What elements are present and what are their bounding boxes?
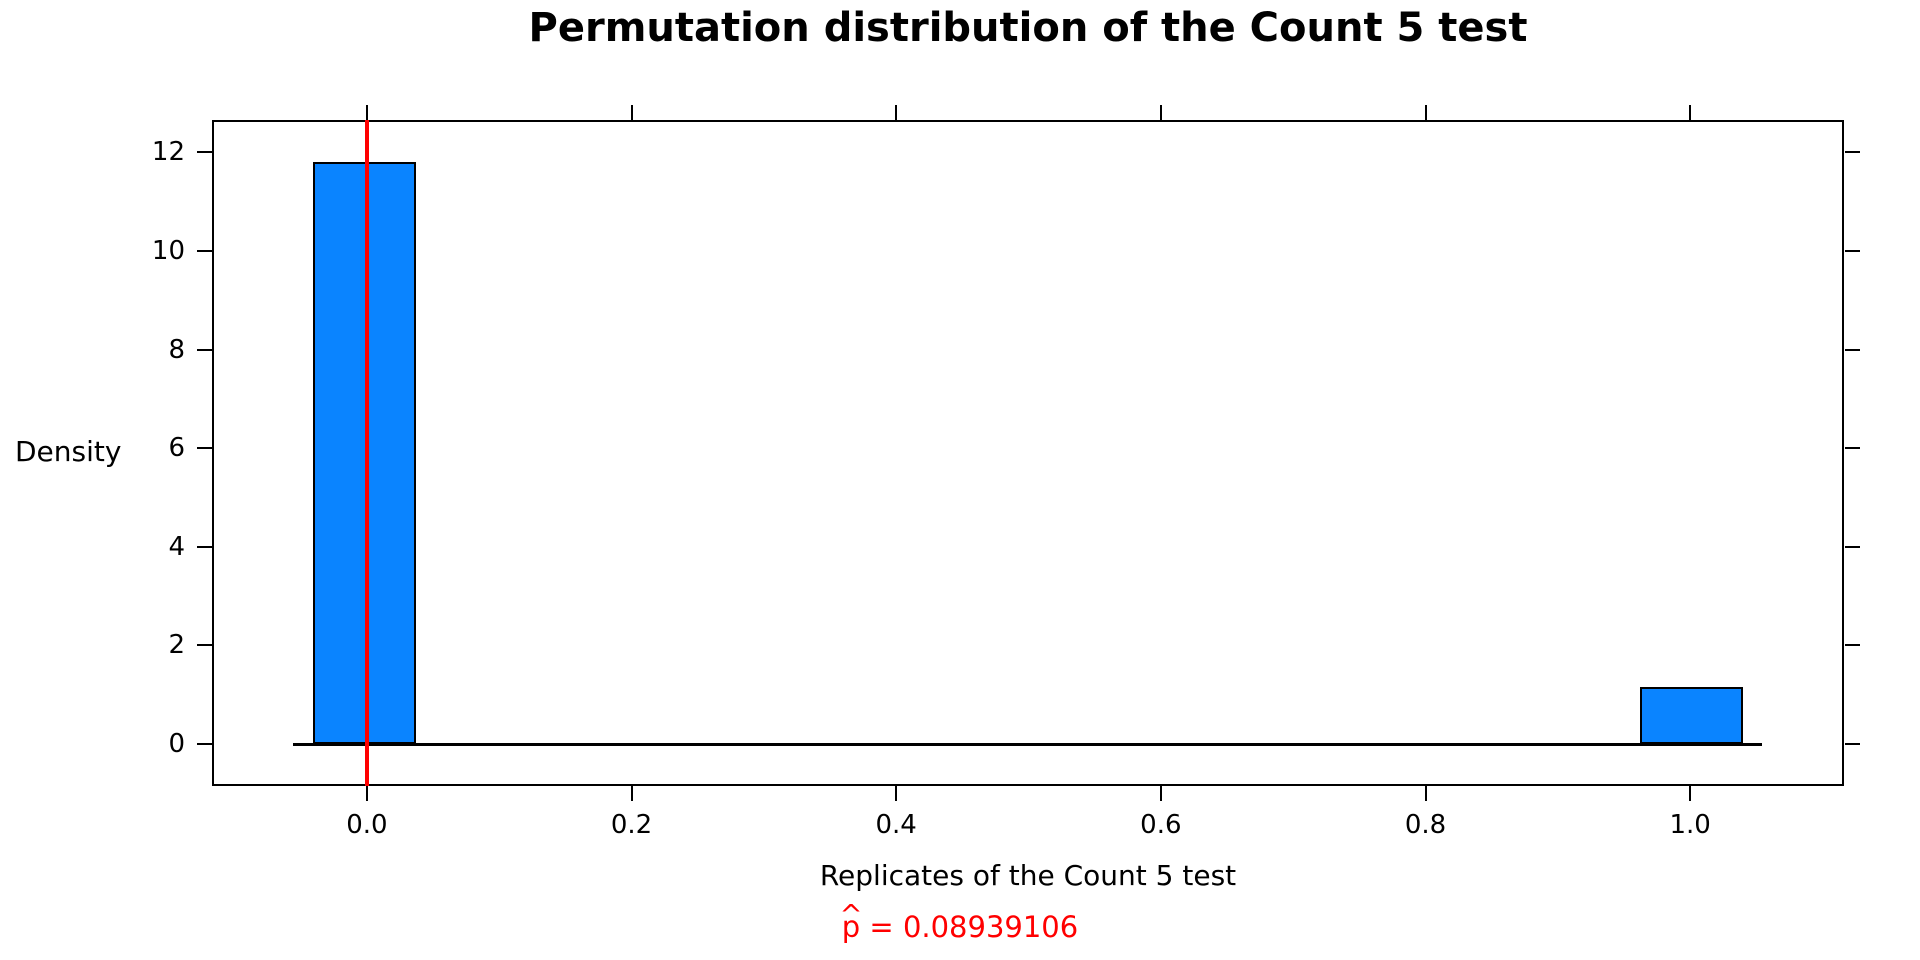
x-axis-tick-top (630, 105, 633, 120)
x-axis-tick-bottom (1689, 786, 1692, 801)
y-axis-tick-right (1845, 545, 1860, 548)
x-axis-tick-bottom (630, 786, 633, 801)
x-axis-tick-label: 0.4 (875, 810, 917, 840)
x-axis-label: Replicates of the Count 5 test (819, 859, 1237, 892)
y-axis-tick-label: 10 (151, 235, 185, 266)
y-axis-tick-left (197, 545, 212, 548)
x-axis-tick-top (1689, 105, 1692, 120)
y-axis-tick-label: 0 (168, 729, 185, 760)
x-axis-tick-top (895, 105, 898, 120)
x-axis-tick-bottom (1424, 786, 1427, 801)
x-axis-tick-label: 0.6 (1140, 810, 1182, 840)
plot-area-border (212, 120, 1844, 786)
p-letter: p (841, 910, 861, 944)
y-axis-tick-left (197, 151, 212, 154)
y-axis-tick-right (1845, 447, 1860, 450)
y-axis-tick-left (197, 743, 212, 746)
y-axis-tick-left (197, 348, 212, 351)
y-axis-tick-right (1845, 348, 1860, 351)
histogram-baseline (292, 743, 1762, 747)
x-axis-tick-bottom (1159, 786, 1162, 801)
y-axis-tick-right (1845, 743, 1860, 746)
y-axis-tick-right (1845, 151, 1860, 154)
y-axis-tick-label: 4 (168, 531, 185, 562)
x-axis-tick-label: 0.8 (1404, 810, 1447, 840)
x-axis-tick-bottom (895, 786, 898, 801)
y-axis-tick-right (1845, 249, 1860, 252)
hat-accent: ^ (839, 898, 863, 931)
y-axis-tick-label: 6 (168, 433, 185, 464)
y-axis-tick-left (197, 644, 212, 647)
x-axis-tick-bottom (365, 786, 368, 801)
y-axis-tick-label: 8 (168, 334, 185, 365)
y-axis-tick-left (197, 249, 212, 252)
x-axis-tick-top (365, 105, 368, 120)
y-axis-label: Density (15, 435, 122, 468)
histogram-bar (313, 162, 416, 745)
x-axis-tick-label: 0.0 (346, 810, 388, 840)
chart-title: Permutation distribution of the Count 5 … (528, 5, 1528, 51)
histogram-bar (1640, 687, 1743, 744)
x-axis-tick-top (1159, 105, 1162, 120)
x-axis-tick-top (1424, 105, 1427, 120)
y-axis-tick-right (1845, 644, 1860, 647)
y-axis-tick-label: 12 (151, 137, 185, 168)
x-axis-tick-label: 0.2 (610, 810, 653, 840)
p-hat-symbol: p ^ (839, 899, 862, 945)
y-axis-tick-left (197, 447, 212, 450)
y-axis-tick-label: 2 (168, 630, 185, 661)
p-hat-annotation: p ^ = 0.08939106 (0, 899, 1920, 945)
observed-statistic-line (364, 120, 369, 786)
p-value-text: = 0.08939106 (860, 910, 1079, 944)
x-axis-tick-label: 1.0 (1669, 810, 1711, 840)
